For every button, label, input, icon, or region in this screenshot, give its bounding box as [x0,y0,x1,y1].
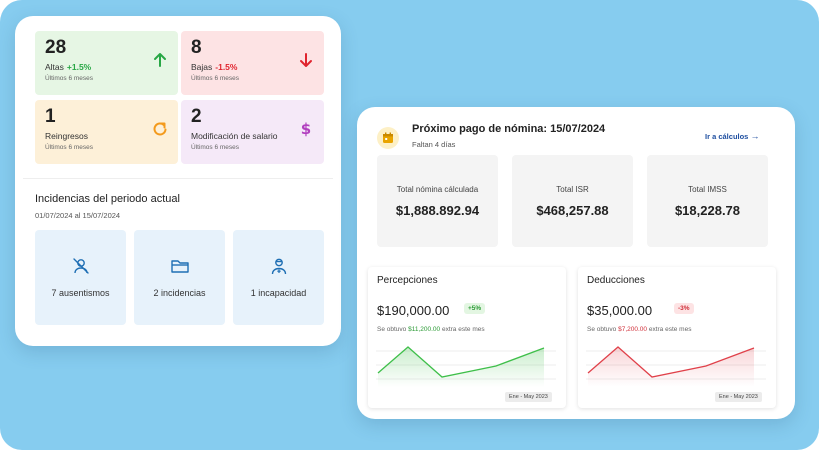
stat-value: 8 [191,37,202,58]
total-value: $468,257.88 [536,203,609,218]
period-label: Ene - May 2023 [505,392,552,402]
incidencias-period: 01/07/2024 al 15/07/2024 [35,211,121,220]
note-amount: $11,200.00 [408,326,441,333]
total-label: Total nómina cálculada [396,185,479,194]
stat-modificacion-salario[interactable]: 2 Modificación de salario Últimos 6 mese… [181,100,324,164]
panel-note: Se obtuvo $11,200.00 extra este mes [377,326,485,333]
divider [23,178,333,179]
stat-period: Últimos 6 meses [45,144,94,151]
note-prefix: Se obtuvo [377,326,407,333]
total-label: Total IMSS [688,185,727,194]
total-label: Total ISR [556,185,589,194]
percepciones-panel: Percepciones $190,000.00 +5% Se obtuvo $… [368,267,566,408]
total-value: $18,228.78 [674,203,741,218]
stat-bajas[interactable]: 8 Bajas -1.5% Últimos 6 meses [181,31,324,95]
percepciones-sparkline [376,346,556,387]
payroll-card: Próximo pago de nómina: 15/07/2024 Falta… [357,107,795,419]
go-to-calculations-link[interactable]: Ir a cálculos → [705,131,759,141]
tile-incidencias[interactable]: 2 incidencias [134,230,225,325]
change-badge: -3% [674,303,694,314]
tile-ausentismos[interactable]: 7 ausentismos [35,230,126,325]
note-prefix: Se obtuvo [587,326,617,333]
stat-label-text: Altas [45,62,64,72]
summary-card: 28 Altas +1.5% Últimos 6 meses 8 Bajas -1.… [15,16,341,346]
calendar-icon [377,127,399,149]
note-suffix: extra este mes [441,326,485,333]
link-label: Ir a cálculos [705,132,749,141]
total-nomina: Total nómina cálculada $1,888.892.94 [377,155,498,247]
payment-title: Próximo pago de nómina: 15/07/2024 [412,123,606,135]
stat-label: Modificación de salario [191,131,278,141]
stat-change: -1.5% [215,62,238,72]
stat-label: Bajas -1.5% [191,62,237,72]
stat-altas[interactable]: 28 Altas +1.5% Últimos 6 meses [35,31,178,95]
stat-reingresos[interactable]: 1 Reingresos Últimos 6 meses [35,100,178,164]
stat-value: 28 [45,37,67,58]
total-imss: Total IMSS $18,228.78 [647,155,768,247]
stat-value: 1 [45,106,56,127]
note-suffix: extra este mes [648,326,692,333]
panel-note: Se obtuvo $7,200.00 extra este mes [587,326,691,333]
deducciones-sparkline [586,346,766,387]
stat-period: Últimos 6 meses [191,144,240,151]
stat-label: Reingresos [45,131,88,141]
stat-value: 2 [191,106,202,127]
arrow-down-icon [300,53,312,67]
arrow-right-icon: → [750,131,760,141]
stat-period: Últimos 6 meses [191,75,240,82]
user-off-icon [73,258,89,274]
folder-icon [171,260,189,273]
stat-change: +1.5% [66,62,92,72]
tile-label: 2 incidencias [153,288,206,298]
period-label: Ene - May 2023 [715,392,762,402]
change-badge: +5% [464,303,486,314]
panel-value: $190,000.00 [377,303,450,318]
panel-value: $35,000.00 [587,303,653,318]
stat-label: Altas +1.5% [45,62,91,72]
panel-title: Percepciones [377,275,438,286]
stat-period: Últimos 6 meses [45,75,94,82]
note-amount: $7,200.00 [618,326,648,333]
stat-label-text: Bajas [191,62,213,72]
total-isr: Total ISR $468,257.88 [512,155,633,247]
panel-title: Deducciones [587,275,645,286]
tile-label: 7 ausentismos [51,288,110,298]
total-value: $1,888.892.94 [395,203,480,218]
arrow-up-icon [154,53,166,67]
tile-label: 1 incapacidad [250,288,307,298]
refresh-icon [153,122,167,136]
dollar-icon: $ [301,120,311,138]
svg-text:$: $ [301,120,311,138]
incidencias-title: Incidencias del periodo actual [35,193,180,205]
health-worker-icon [271,258,287,275]
payment-subtitle: Faltan 4 días [412,140,456,149]
tile-incapacidad[interactable]: 1 incapacidad [233,230,324,325]
deducciones-panel: Deducciones $35,000.00 -3% Se obtuvo $7,… [578,267,776,408]
